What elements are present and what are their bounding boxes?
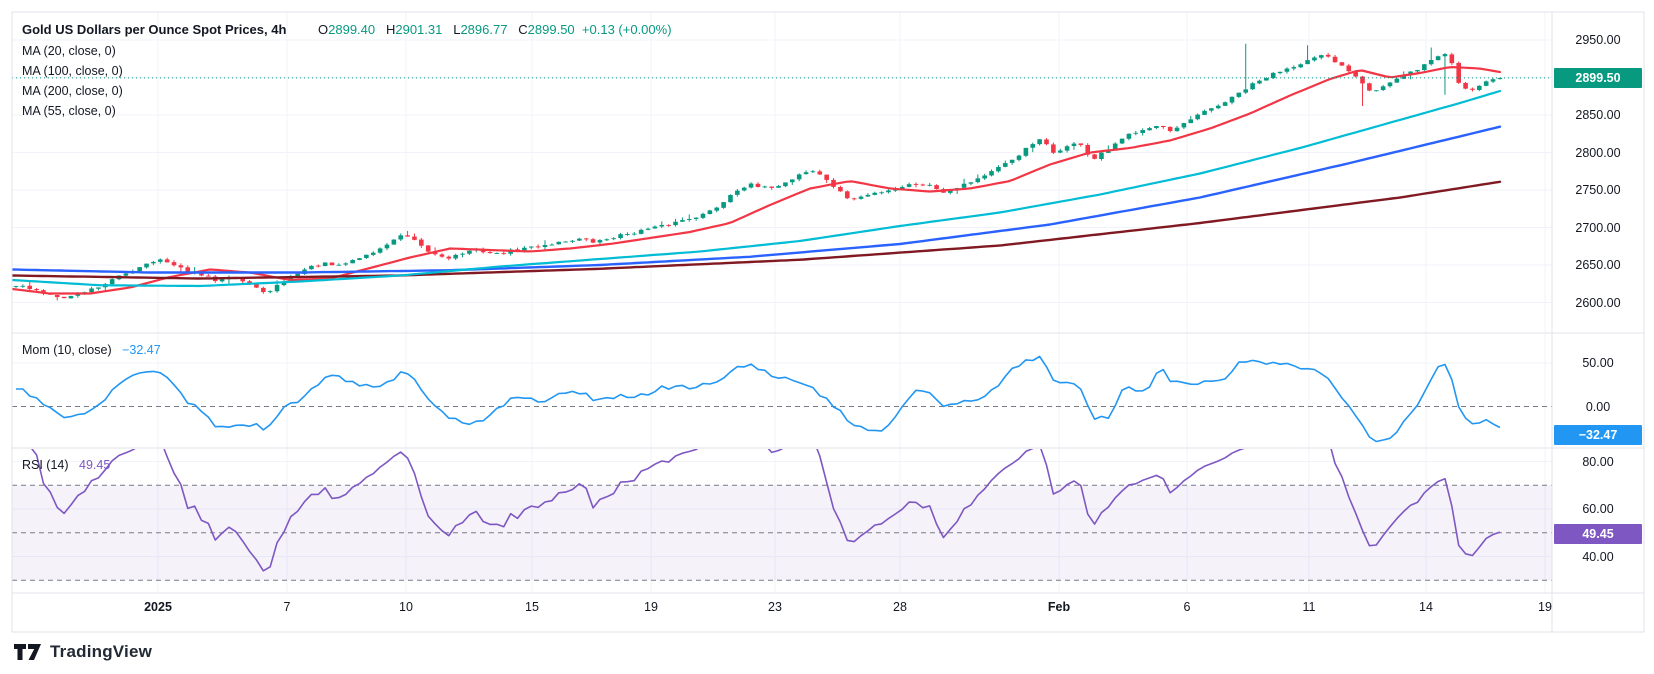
rsi-label: RSI (14): [22, 458, 69, 472]
rsi-value: 49.45: [79, 458, 111, 472]
high-label: H: [385, 22, 396, 37]
chart-border: [11, 11, 1645, 633]
symbol-title-text: Gold US Dollars per Ounce Spot Prices, 4…: [22, 22, 287, 37]
time-tick-label: 23: [768, 600, 782, 614]
tradingview-logo-text: TradingView: [50, 642, 153, 661]
momentum-value-badge: −32.47: [1554, 424, 1642, 445]
time-tick-label: 19: [644, 600, 658, 614]
rsi-tick-label: 40.00: [1582, 549, 1614, 564]
tradingview-attribution[interactable]: TradingView: [14, 638, 152, 666]
ma-line: [12, 180, 1502, 280]
price-tick-label: 2650.00: [1575, 258, 1621, 272]
price-tick-label: 2950.00: [1575, 33, 1621, 47]
ohlc-readout: O2899.40 H2901.31 L2896.77 C2899.50 +0.1…: [318, 22, 672, 37]
rsi-legend[interactable]: RSI (14) 49.45: [22, 458, 110, 472]
time-tick-label: 11: [1302, 600, 1316, 614]
symbol-title[interactable]: Gold US Dollars per Ounce Spot Prices, 4…: [22, 22, 286, 37]
time-tick-label: 28: [893, 600, 907, 614]
rsi-badge-text: 49.45: [1582, 527, 1614, 542]
time-tick-label: 6: [1183, 600, 1191, 614]
candlestick-series: [13, 43, 1503, 301]
ma-legend-row[interactable]: MA (20, close, 0): [22, 44, 116, 58]
close-value: 2899.50: [527, 22, 575, 37]
rsi-tick-label: 60.00: [1582, 502, 1614, 516]
momentum-legend[interactable]: Mom (10, close) −32.47: [22, 343, 161, 357]
close-label: C: [518, 22, 528, 37]
change-value: +0.13 (+0.00%): [581, 22, 672, 37]
rsi-line: [31, 449, 1501, 572]
ma-legend-row[interactable]: MA (200, close, 0): [22, 84, 123, 98]
tradingview-logo-icon: [14, 643, 41, 660]
momentum-value: −32.47: [122, 343, 161, 357]
last-price-badge: 2899.50: [1554, 67, 1642, 88]
low-label: L: [453, 22, 461, 37]
ma-legend-row[interactable]: MA (55, close, 0): [22, 104, 116, 118]
momentum-line: [16, 355, 1501, 443]
price-tick-label: 2700.00: [1575, 220, 1621, 235]
last-price-badge-text: 2899.50: [1575, 70, 1621, 85]
momentum-badge-text: −32.47: [1578, 427, 1618, 442]
ma-line: [12, 65, 1502, 295]
momentum-label: Mom (10, close): [22, 343, 112, 357]
time-tick-label: 2025: [144, 600, 172, 614]
ma-line: [12, 125, 1502, 274]
time-tick-label: 7: [283, 600, 291, 614]
momentum-tick-label: 50.00: [1582, 356, 1614, 370]
time-tick-label: 19: [1538, 600, 1552, 614]
rsi-value-badge: 49.45: [1554, 524, 1642, 545]
rsi-tick-label: 80.00: [1582, 454, 1614, 469]
time-tick-label: Feb: [1047, 600, 1071, 614]
time-tick-label: 14: [1419, 600, 1433, 614]
high-value: 2901.31: [395, 22, 443, 37]
price-tick-label: 2800.00: [1575, 145, 1621, 160]
price-tick-label: 2850.00: [1575, 108, 1621, 122]
time-tick-label: 10: [399, 600, 413, 614]
low-value: 2896.77: [460, 22, 508, 37]
price-tick-label: 2750.00: [1575, 183, 1621, 197]
ma-line: [12, 89, 1502, 288]
open-value: 2899.40: [328, 22, 376, 37]
ma-legend-row[interactable]: MA (100, close, 0): [22, 64, 123, 78]
open-label: O: [318, 22, 329, 37]
price-tick-label: 2600.00: [1575, 295, 1621, 310]
time-tick-label: 15: [525, 600, 539, 614]
momentum-tick-label: 0.00: [1585, 399, 1611, 414]
